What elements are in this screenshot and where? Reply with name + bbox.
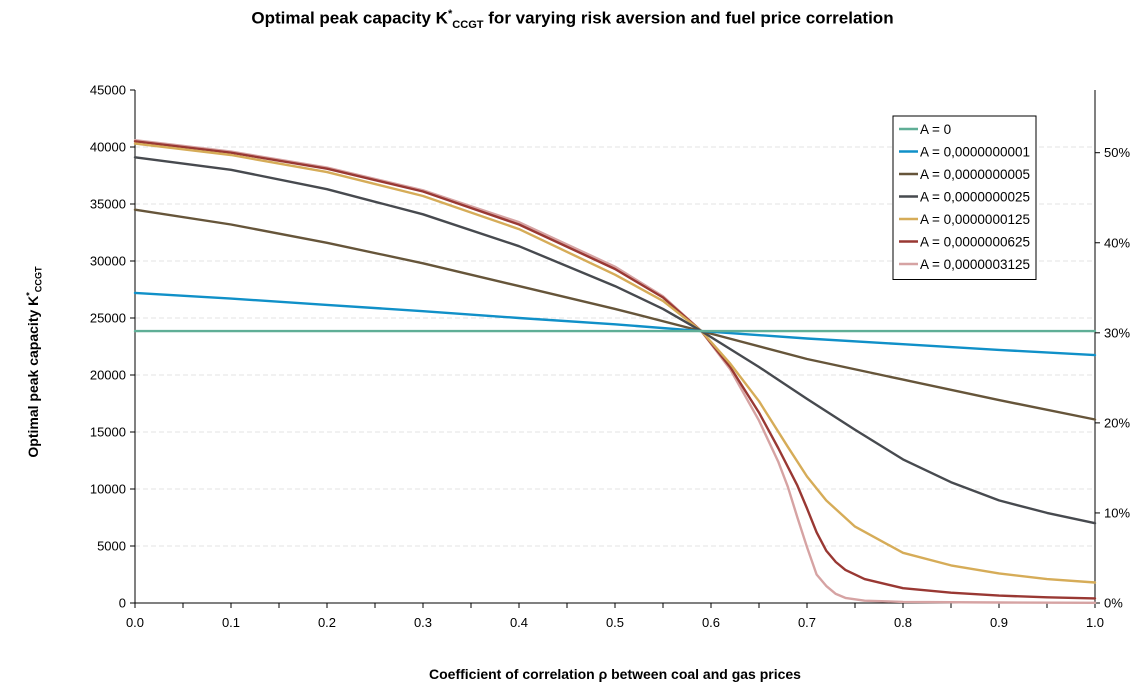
y2-tick-label: 50% [1104, 145, 1130, 160]
series-line [133, 208, 1097, 421]
y2-tick-label: 30% [1104, 325, 1130, 340]
y2-tick-label: 0% [1104, 596, 1123, 611]
x-tick-label: 0.7 [798, 615, 816, 630]
chart-title-suffix: for varying risk aversion and fuel price… [483, 8, 894, 28]
y2-tick-label: 10% [1104, 505, 1130, 520]
y-tick-label: 25000 [90, 311, 126, 326]
legend-label: A = 0 [920, 122, 951, 137]
legend-label: A = 0,0000000625 [920, 235, 1030, 250]
series-line [133, 140, 1097, 600]
x-tick-label: 0.2 [318, 615, 336, 630]
legend-label: A = 0,0000000125 [920, 212, 1030, 227]
x-tick-label: 0.4 [510, 615, 528, 630]
chart-title-sub: CCGT [452, 19, 484, 32]
x-axis-label: Coefficient of correlation ρ between coa… [429, 666, 801, 682]
series-line [133, 142, 1097, 584]
y-tick-label: 5000 [97, 539, 126, 554]
y-tick-label: 45000 [90, 83, 126, 98]
x-tick-label: 0.8 [894, 615, 912, 630]
y-tick-label: 35000 [90, 197, 126, 212]
x-tick-label: 0.6 [702, 615, 720, 630]
x-tick-label: 1.0 [1086, 615, 1104, 630]
x-tick-label: 0.1 [222, 615, 240, 630]
x-tick-label: 0.3 [414, 615, 432, 630]
y2-tick-label: 20% [1104, 415, 1130, 430]
y-tick-label: 15000 [90, 425, 126, 440]
y-tick-label: 40000 [90, 140, 126, 155]
y-tick-label: 30000 [90, 254, 126, 269]
x-tick-label: 0.9 [990, 615, 1008, 630]
y-tick-label: 20000 [90, 368, 126, 383]
series-line [133, 291, 1097, 357]
legend-label: A = 0,0000000025 [920, 190, 1030, 205]
legend-label: A = 0,0000003125 [920, 257, 1030, 272]
x-tick-label: 0.0 [126, 615, 144, 630]
legend-label: A = 0,0000000001 [920, 145, 1030, 160]
y-tick-label: 0 [119, 596, 126, 611]
series-line [133, 138, 1097, 604]
y-tick-label: 10000 [90, 482, 126, 497]
chart-title-sup: * [447, 8, 453, 20]
chart-title: Optimal peak capacity K*CCGT for varying… [0, 8, 1145, 31]
y2-tick-label: 40% [1104, 235, 1130, 250]
chart-title-prefix: Optimal peak capacity K [251, 8, 448, 28]
series-line [133, 156, 1097, 525]
x-tick-label: 0.5 [606, 615, 624, 630]
legend-label: A = 0,0000000005 [920, 167, 1030, 182]
